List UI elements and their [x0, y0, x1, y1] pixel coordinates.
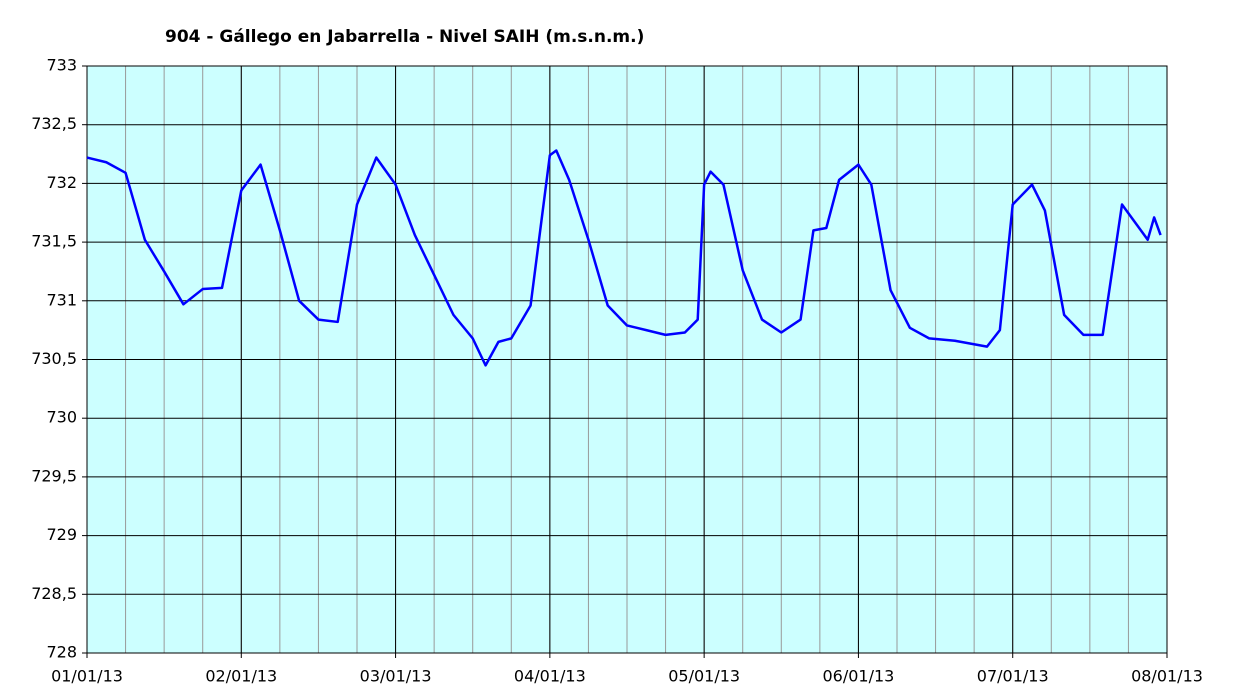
- y-tick-label: 731: [46, 290, 77, 309]
- x-tick-label: 05/01/13: [668, 667, 740, 686]
- y-tick-label: 732: [46, 173, 77, 192]
- x-tick-label: 04/01/13: [514, 667, 586, 686]
- chart-title: 904 - Gállego en Jabarrella - Nivel SAIH…: [165, 27, 644, 47]
- y-tick-label: 731,5: [31, 232, 77, 251]
- y-tick-label: 728,5: [31, 584, 77, 603]
- x-tick-label: 03/01/13: [360, 667, 432, 686]
- x-tick-label: 06/01/13: [822, 667, 894, 686]
- y-tick-label: 730: [46, 408, 77, 427]
- data-line: [86, 149, 1162, 367]
- x-tick-label: 01/01/13: [51, 667, 123, 686]
- y-tick-label: 733: [46, 56, 77, 75]
- y-tick-label: 729,5: [31, 466, 77, 485]
- y-tick-label: 732,5: [31, 114, 77, 133]
- y-tick-label: 728: [46, 643, 77, 662]
- y-tick-label: 729: [46, 525, 77, 544]
- x-tick-label: 07/01/13: [977, 667, 1049, 686]
- y-tick-label: 730,5: [31, 349, 77, 368]
- x-tick-label: 08/01/13: [1131, 667, 1203, 686]
- plot-border: [86, 65, 1168, 654]
- x-tick-label: 02/01/13: [205, 667, 277, 686]
